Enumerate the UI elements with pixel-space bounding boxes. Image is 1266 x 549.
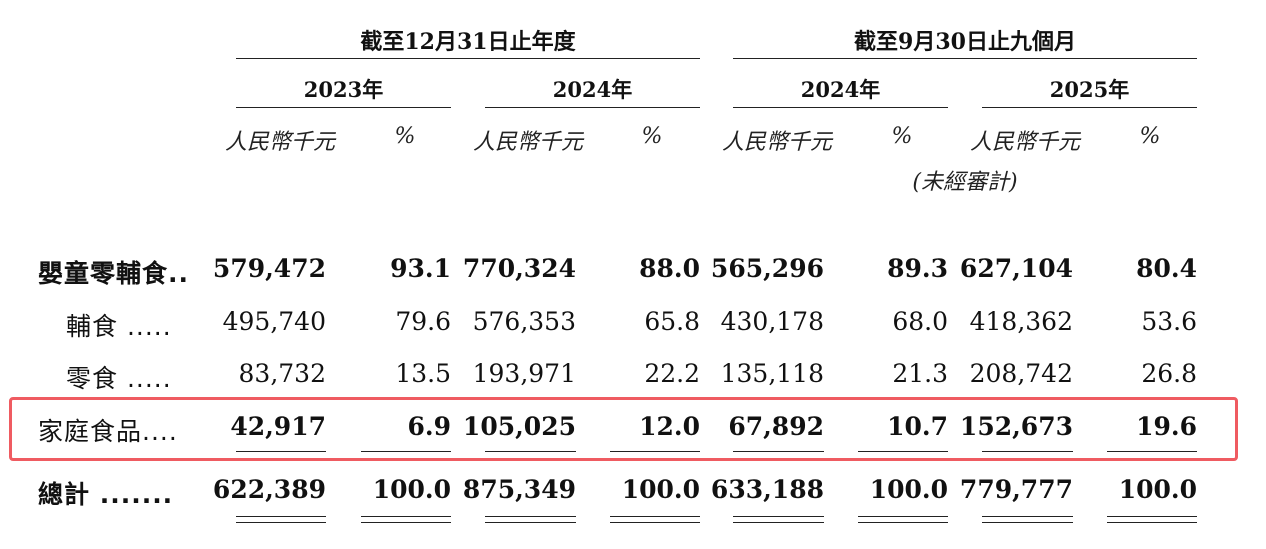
cell: 135,118: [720, 359, 824, 388]
total-double-rule: [858, 516, 948, 523]
cell: 779,777: [959, 475, 1073, 504]
cell: 633,188: [710, 475, 824, 504]
cell: 495,740: [222, 307, 326, 336]
cell: 10.7: [887, 412, 948, 441]
total-double-rule: [610, 516, 700, 523]
cell: 105,025: [462, 412, 576, 441]
cell: 79.6: [395, 307, 451, 336]
pct-header: %: [641, 124, 663, 149]
unit-header: 人民幣千元: [473, 130, 584, 155]
cell: 67,892: [728, 412, 824, 441]
year-rule-2023: [236, 107, 451, 108]
pct-header: %: [1139, 124, 1161, 149]
cell: 80.4: [1136, 254, 1197, 283]
year-rule-2025-9m: [982, 107, 1197, 108]
cell: 100.0: [1118, 475, 1197, 504]
cell: 622,389: [212, 475, 326, 504]
row-label-infant-food: 嬰童零輔食..: [38, 259, 189, 288]
total-double-rule: [733, 516, 824, 523]
unaudited-note: (未經審計): [912, 170, 1018, 195]
subtotal-rule: [361, 451, 451, 452]
cell: 13.5: [395, 359, 451, 388]
year-header-2024-fy: 2024年: [552, 77, 633, 102]
unit-header: 人民幣千元: [722, 130, 833, 155]
cell: 100.0: [869, 475, 948, 504]
header-group-nine-months-rule: [733, 58, 1197, 59]
cell: 65.8: [644, 307, 700, 336]
cell: 83,732: [238, 359, 326, 388]
subtotal-rule: [1107, 451, 1197, 452]
subtotal-rule: [485, 451, 576, 452]
unit-header: 人民幣千元: [970, 130, 1081, 155]
cell: 770,324: [462, 254, 576, 283]
year-rule-2024-fy: [485, 107, 700, 108]
cell: 627,104: [959, 254, 1073, 283]
cell: 152,673: [959, 412, 1073, 441]
header-group-nine-months: 截至9月30日止九個月: [854, 29, 1076, 55]
cell: 430,178: [720, 307, 824, 336]
row-label-family-food: 家庭食品....: [38, 417, 178, 446]
year-rule-2024-9m: [733, 107, 948, 108]
year-header-2025-9m: 2025年: [1049, 77, 1130, 102]
year-header-2024-9m: 2024年: [800, 77, 881, 102]
pct-header: %: [891, 124, 913, 149]
cell: 22.2: [644, 359, 700, 388]
pct-header: %: [394, 124, 416, 149]
cell: 42,917: [230, 412, 326, 441]
cell: 88.0: [639, 254, 700, 283]
cell: 19.6: [1136, 412, 1197, 441]
cell: 576,353: [472, 307, 576, 336]
cell: 579,472: [212, 254, 326, 283]
cell: 12.0: [639, 412, 700, 441]
cell: 21.3: [892, 359, 948, 388]
cell: 565,296: [710, 254, 824, 283]
cell: 100.0: [621, 475, 700, 504]
cell: 26.8: [1141, 359, 1197, 388]
total-double-rule: [236, 516, 326, 523]
cell: 53.6: [1141, 307, 1197, 336]
subtotal-rule: [733, 451, 824, 452]
unit-header: 人民幣千元: [225, 130, 336, 155]
cell: 68.0: [892, 307, 948, 336]
header-group-fiscal-year: 截至12月31日止年度: [360, 29, 576, 55]
highlight-box: [9, 397, 1238, 461]
total-double-rule: [1107, 516, 1197, 523]
cell: 100.0: [372, 475, 451, 504]
row-label-snacks: 零食 .....: [66, 364, 172, 393]
subtotal-rule: [610, 451, 700, 452]
row-label-total: 總計 .......: [38, 480, 174, 509]
subtotal-rule: [982, 451, 1073, 452]
cell: 6.9: [407, 412, 452, 441]
subtotal-rule: [236, 451, 326, 452]
subtotal-rule: [858, 451, 948, 452]
total-double-rule: [485, 516, 576, 523]
year-header-2023: 2023年: [303, 77, 384, 102]
header-group-fiscal-year-rule: [236, 58, 700, 59]
cell: 193,971: [472, 359, 576, 388]
row-label-complementary-food: 輔食 .....: [66, 312, 172, 341]
cell: 875,349: [462, 475, 576, 504]
total-double-rule: [982, 516, 1073, 523]
cell: 208,742: [969, 359, 1073, 388]
cell: 93.1: [390, 254, 451, 283]
cell: 89.3: [887, 254, 948, 283]
total-double-rule: [361, 516, 451, 523]
cell: 418,362: [969, 307, 1073, 336]
